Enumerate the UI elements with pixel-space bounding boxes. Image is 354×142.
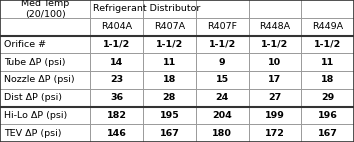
Text: TEV ΔP (psi): TEV ΔP (psi) [4, 129, 62, 138]
Text: 9: 9 [219, 58, 225, 67]
Text: R448A: R448A [259, 22, 290, 31]
Text: R404A: R404A [101, 22, 132, 31]
Text: 27: 27 [268, 93, 281, 102]
Text: 182: 182 [107, 111, 127, 120]
Text: 167: 167 [159, 129, 179, 138]
Text: Tube ΔP (psi): Tube ΔP (psi) [4, 58, 66, 67]
Text: 195: 195 [160, 111, 179, 120]
Text: 11: 11 [163, 58, 176, 67]
Text: Dist ΔP (psi): Dist ΔP (psi) [4, 93, 62, 102]
Text: 146: 146 [107, 129, 127, 138]
Text: R449A: R449A [312, 22, 343, 31]
Text: 196: 196 [318, 111, 338, 120]
Text: 1-1/2: 1-1/2 [156, 40, 183, 49]
Text: 24: 24 [216, 93, 229, 102]
Text: Refrigerant Distributor: Refrigerant Distributor [93, 4, 200, 13]
Text: 180: 180 [212, 129, 232, 138]
Text: R407A: R407A [154, 22, 185, 31]
Text: 17: 17 [268, 75, 281, 84]
Text: 18: 18 [321, 75, 334, 84]
Text: Nozzle ΔP (psi): Nozzle ΔP (psi) [4, 75, 75, 84]
Text: 28: 28 [163, 93, 176, 102]
Text: 1-1/2: 1-1/2 [103, 40, 130, 49]
Text: 11: 11 [321, 58, 334, 67]
Text: Med Temp
(20/100): Med Temp (20/100) [21, 0, 69, 19]
Text: 15: 15 [216, 75, 229, 84]
Text: 1-1/2: 1-1/2 [314, 40, 341, 49]
Text: 29: 29 [321, 93, 334, 102]
Text: 10: 10 [268, 58, 281, 67]
Text: 1-1/2: 1-1/2 [261, 40, 289, 49]
Text: 1-1/2: 1-1/2 [209, 40, 236, 49]
Text: 172: 172 [265, 129, 285, 138]
Text: 199: 199 [265, 111, 285, 120]
Text: 23: 23 [110, 75, 123, 84]
Text: 167: 167 [318, 129, 338, 138]
Text: Orifice #: Orifice # [4, 40, 46, 49]
Text: 36: 36 [110, 93, 123, 102]
Text: 204: 204 [212, 111, 232, 120]
Text: Hi-Lo ΔP (psi): Hi-Lo ΔP (psi) [4, 111, 68, 120]
Text: R407F: R407F [207, 22, 237, 31]
Text: 14: 14 [110, 58, 123, 67]
Text: 18: 18 [163, 75, 176, 84]
